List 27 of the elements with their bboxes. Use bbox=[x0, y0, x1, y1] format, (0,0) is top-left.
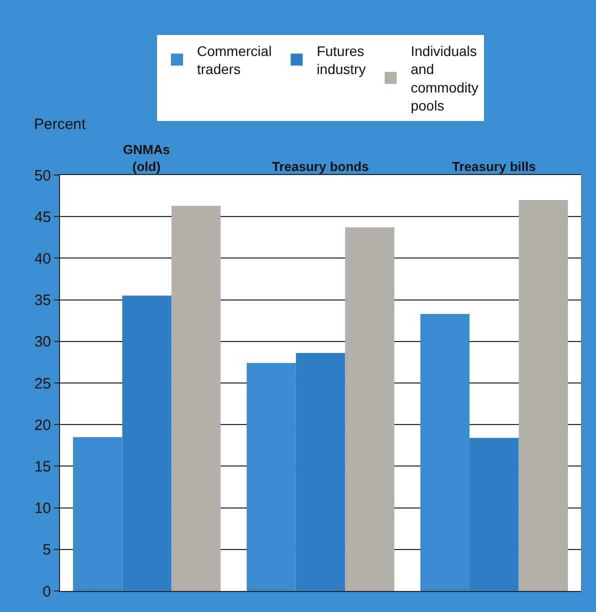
y-axis-title: Percent bbox=[34, 116, 87, 133]
y-tick-label: 5 bbox=[42, 542, 51, 559]
y-tick-label: 50 bbox=[34, 167, 51, 184]
y-tick-label: 0 bbox=[42, 583, 51, 600]
bar bbox=[171, 206, 221, 591]
x-tick-label: Treasury bonds bbox=[272, 159, 369, 174]
x-tick-label: Treasury bills bbox=[452, 159, 536, 174]
legend-label: Individuals and commodity pools bbox=[410, 42, 478, 114]
y-tick-label: 40 bbox=[34, 250, 51, 268]
x-tick-label: GNMAs (old) bbox=[123, 142, 170, 174]
bar bbox=[420, 314, 470, 591]
bar bbox=[246, 363, 296, 591]
y-tick-label: 10 bbox=[34, 500, 51, 518]
y-tick-label: 35 bbox=[34, 292, 51, 310]
bar bbox=[518, 200, 568, 591]
bar bbox=[470, 438, 519, 591]
y-tick-label: 45 bbox=[34, 208, 51, 226]
y-tick-label: 30 bbox=[34, 334, 51, 351]
bar bbox=[73, 437, 122, 591]
bar bbox=[345, 227, 394, 591]
bar bbox=[122, 296, 172, 591]
y-tick-label: 25 bbox=[34, 375, 51, 392]
bar bbox=[296, 353, 346, 591]
legend-label: Futures industry bbox=[316, 42, 366, 78]
y-tick-label: 15 bbox=[34, 458, 51, 476]
legend-label: Commercial traders bbox=[197, 42, 272, 78]
y-tick-label: 20 bbox=[34, 416, 51, 434]
